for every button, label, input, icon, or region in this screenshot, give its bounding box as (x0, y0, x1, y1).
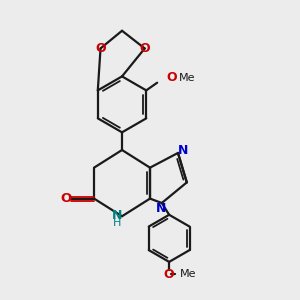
Text: H: H (112, 218, 121, 228)
Text: N: N (112, 209, 122, 223)
Text: O: O (61, 192, 72, 205)
Text: O: O (140, 42, 150, 55)
Text: O: O (95, 42, 106, 55)
Text: Me: Me (178, 73, 195, 83)
Text: N: N (178, 144, 188, 157)
Text: O: O (163, 268, 174, 281)
Text: N: N (155, 202, 166, 214)
Text: Me: Me (180, 269, 197, 279)
Text: O: O (166, 71, 177, 84)
